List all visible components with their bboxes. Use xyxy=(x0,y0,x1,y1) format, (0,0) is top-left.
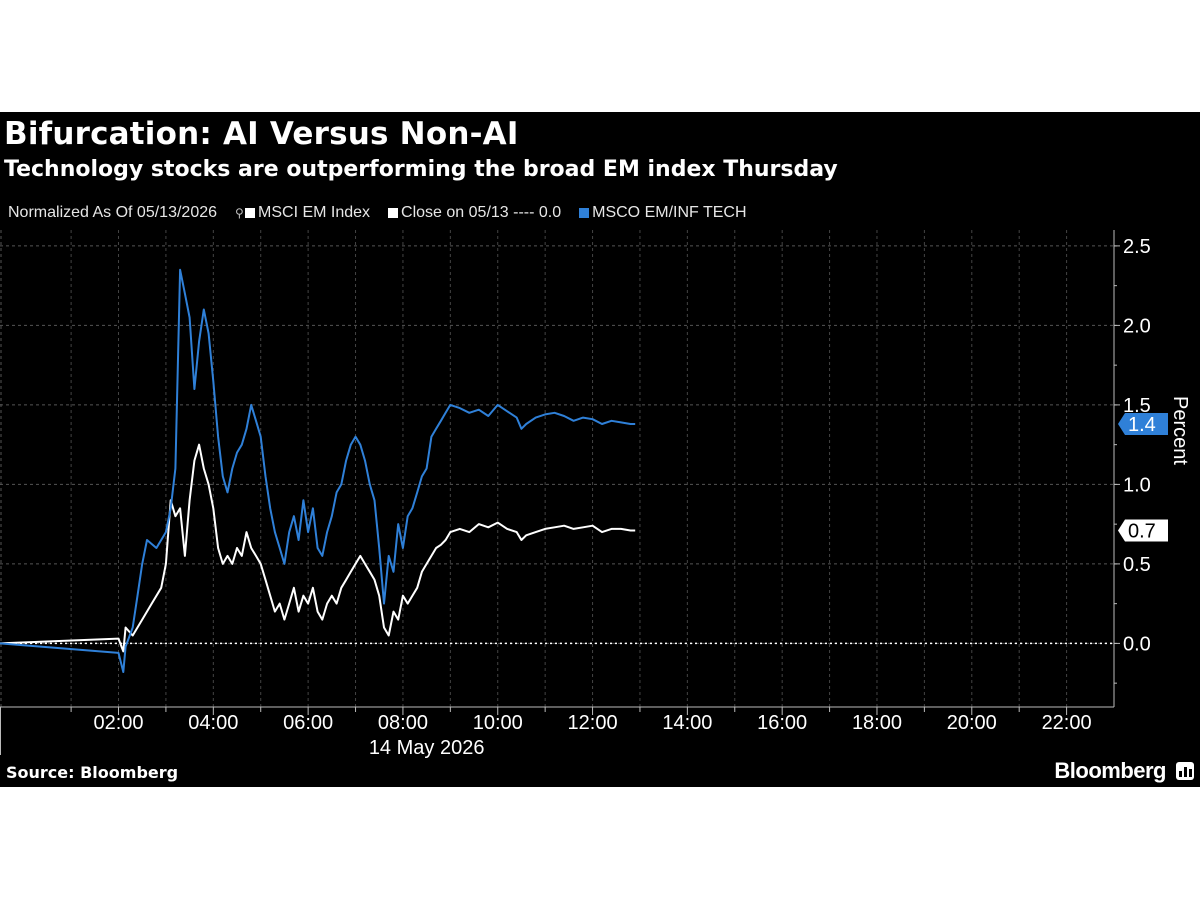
pin-icon: ⚲ xyxy=(235,206,244,220)
x-tick-label: 04:00 xyxy=(188,712,238,734)
end-label-msci-em: 0.7 xyxy=(1128,521,1156,543)
msci-em-swatch xyxy=(245,208,256,218)
legend-msco-tech: MSCO EM/INF TECH xyxy=(579,204,747,222)
source-note: Source: Bloomberg xyxy=(6,763,179,782)
y-axis-title: Percent xyxy=(1169,396,1191,465)
legend-close-line-label: Close on 05/13 ---- 0.0 xyxy=(401,204,562,221)
x-tick-label: 06:00 xyxy=(283,712,333,734)
bloomberg-chart-icon xyxy=(1176,762,1194,780)
legend: Normalized As Of 05/13/2026 ⚲ MSCI EM In… xyxy=(8,203,765,223)
legend-msci-em: ⚲ MSCI EM Index xyxy=(235,204,370,222)
chart-title: Bifurcation: AI Versus Non-AI xyxy=(4,116,519,152)
y-tick-label: 1.5 xyxy=(1123,395,1151,417)
series-line-msci-em xyxy=(0,443,636,653)
x-tick-label: 22:00 xyxy=(1042,712,1092,734)
legend-msci-em-label: MSCI EM Index xyxy=(258,204,371,221)
legend-msco-tech-label: MSCO EM/INF TECH xyxy=(592,204,747,221)
y-tick-label: 1.0 xyxy=(1123,474,1151,496)
end-label-msci-em-box xyxy=(1118,519,1168,542)
x-tick-label: 12:00 xyxy=(568,712,618,734)
x-tick-label: 20:00 xyxy=(947,712,997,734)
x-tick-label: 08:00 xyxy=(378,712,428,734)
y-tick-label: 2.5 xyxy=(1123,236,1151,258)
line-chart: 02:00 04:00 06:00 08:00 10:00 12:00 14:00 16:00… xyxy=(0,230,1191,759)
y-tick-label: 2.0 xyxy=(1123,315,1151,337)
close-line-swatch xyxy=(388,208,399,218)
series-line-msco-tech xyxy=(0,268,636,673)
x-tick-label: 10:00 xyxy=(473,712,523,734)
msco-tech-swatch xyxy=(579,208,590,218)
end-label-msco-tech-box xyxy=(1118,412,1168,435)
x-tick-label: 18:00 xyxy=(852,712,902,734)
legend-close-line: Close on 05/13 ---- 0.0 xyxy=(388,204,561,222)
x-tick-label: 16:00 xyxy=(757,712,807,734)
x-axis-label: 14 May 2026 xyxy=(369,737,485,759)
bloomberg-logo: Bloomberg xyxy=(1054,758,1166,783)
x-tick-label: 14:00 xyxy=(662,712,712,734)
legend-normalized-label: Normalized As Of 05/13/2026 xyxy=(8,204,218,221)
chart-card: Bifurcation: AI Versus Non-AI Technology… xyxy=(0,112,1200,787)
y-tick-label: 0.0 xyxy=(1123,633,1151,655)
x-tick-label: 02:00 xyxy=(93,712,143,734)
end-label-msco-tech: 1.4 xyxy=(1128,414,1156,436)
chart-subtitle: Technology stocks are outperforming the … xyxy=(4,157,838,182)
legend-normalized: Normalized As Of 05/13/2026 xyxy=(8,204,217,222)
y-tick-label: 0.5 xyxy=(1123,554,1151,576)
